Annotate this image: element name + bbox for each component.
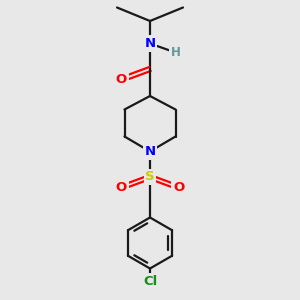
Text: H: H xyxy=(171,46,180,59)
Text: O: O xyxy=(173,181,184,194)
Text: N: N xyxy=(144,145,156,158)
Text: O: O xyxy=(116,181,127,194)
Text: S: S xyxy=(145,170,155,184)
Text: O: O xyxy=(116,73,127,86)
Text: Cl: Cl xyxy=(143,274,157,288)
Text: N: N xyxy=(144,37,156,50)
